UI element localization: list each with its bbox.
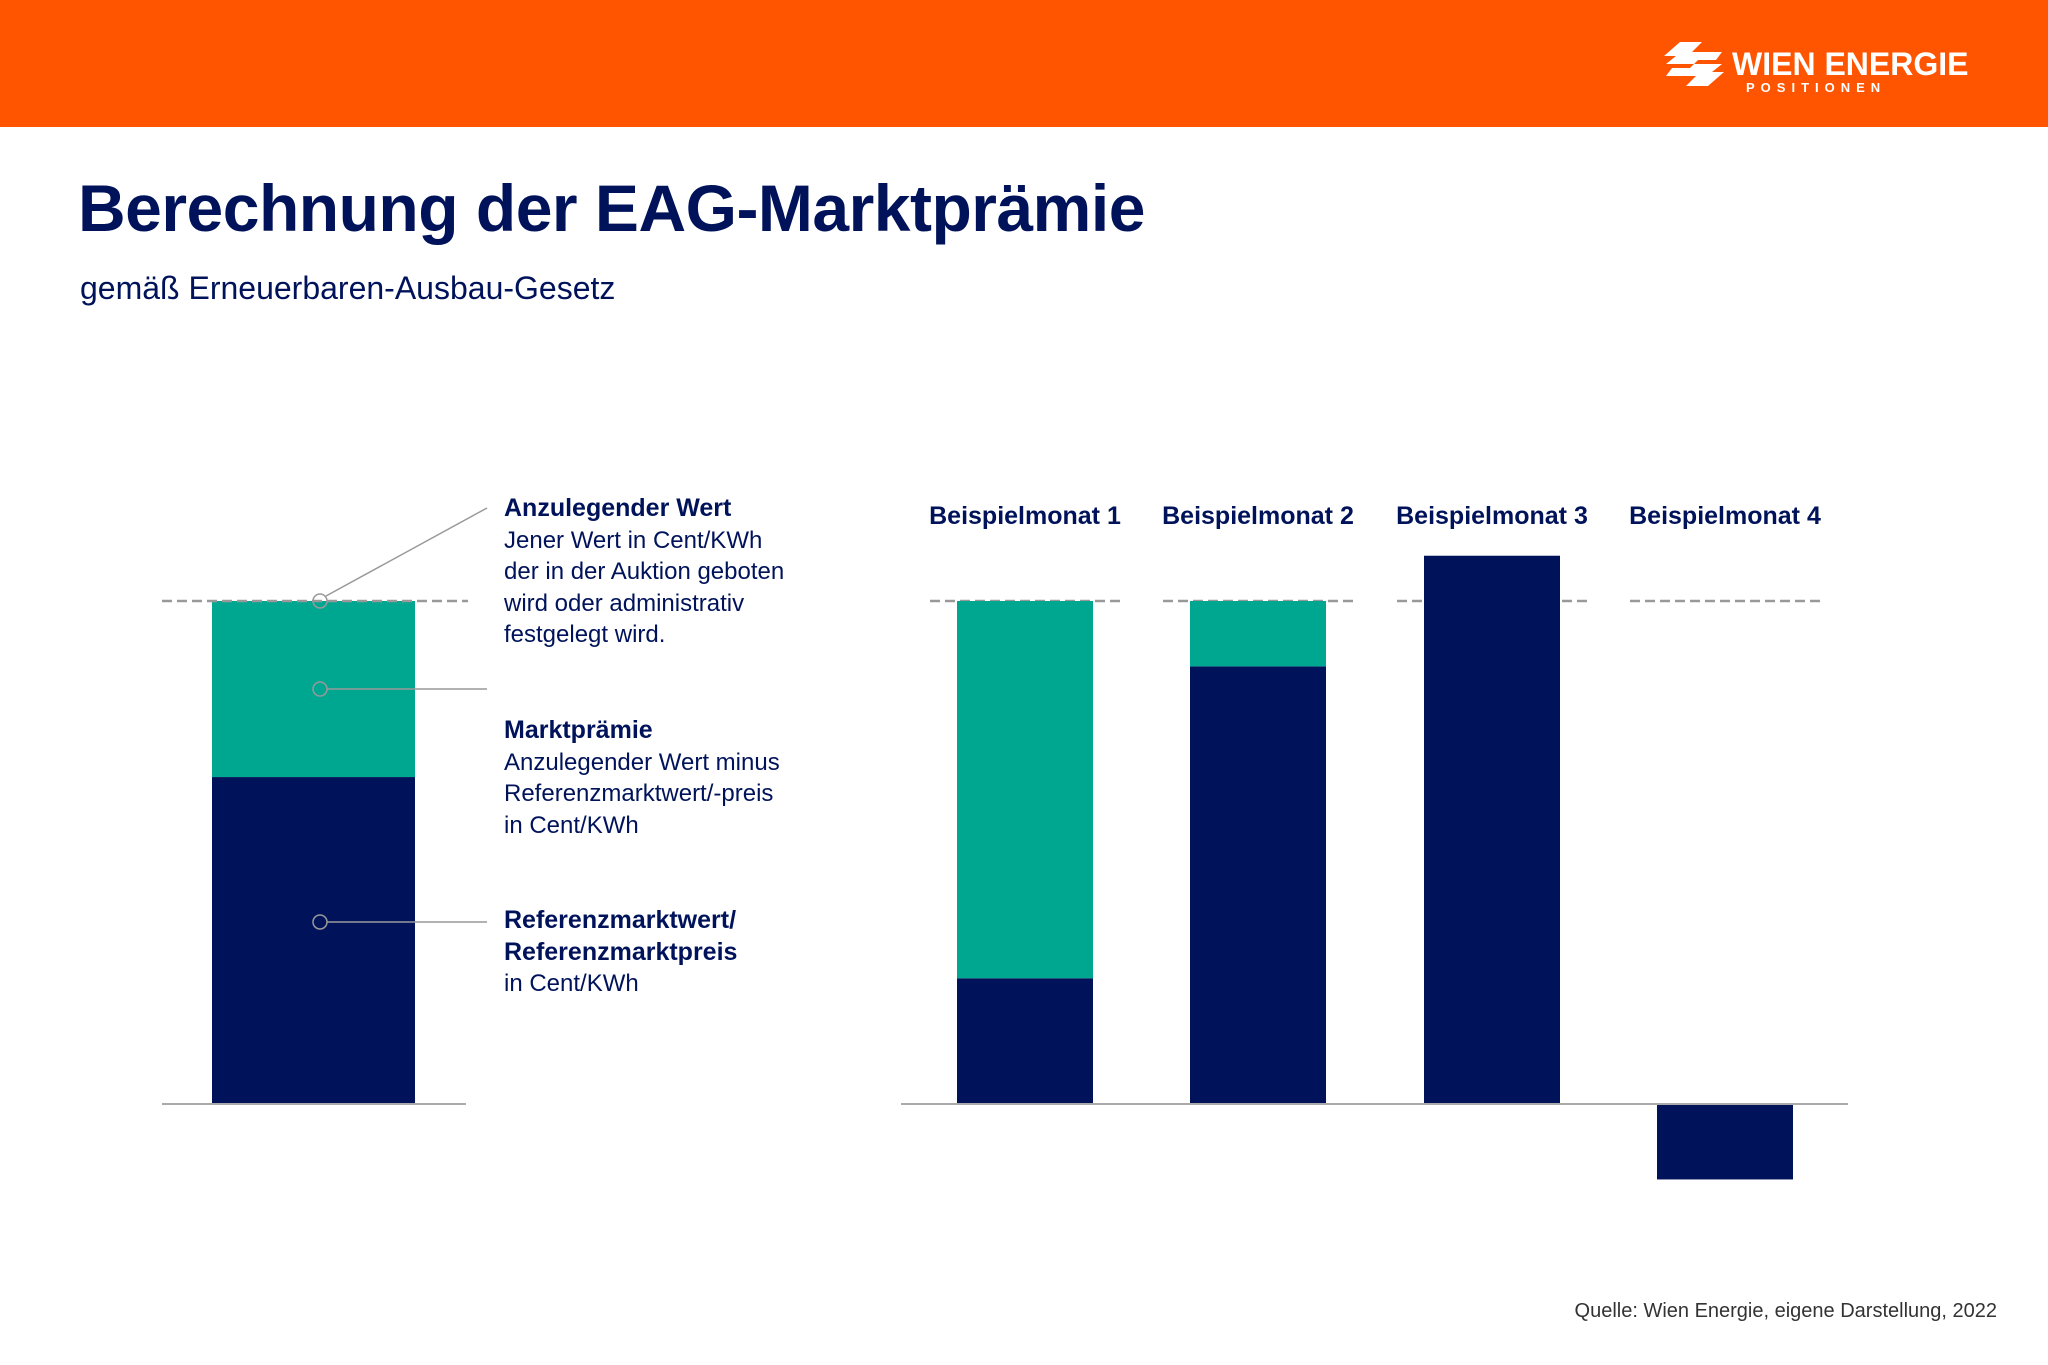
page-title: Berechnung der EAG-Marktprämie xyxy=(78,171,1145,245)
brand-subtitle: POSITIONEN xyxy=(1746,80,1887,95)
annotation-referenzmarktwert: Referenzmarktwert/ Referenzmarktpreis in… xyxy=(504,905,737,1000)
annotation-line: Anzulegender Wert minus xyxy=(504,748,780,776)
annotation-line: in Cent/KWh xyxy=(504,970,639,997)
category-label: Beispielmonat 2 xyxy=(1162,502,1354,530)
marker-circle xyxy=(312,681,328,697)
brand-logo: WIEN ENERGIE POSITIONEN xyxy=(1662,42,1972,98)
bar-referenzmarktwert xyxy=(212,777,415,1104)
brand-name: WIEN ENERGIE xyxy=(1732,46,1969,82)
marker-circle xyxy=(312,593,328,609)
annotation-marktpraemie: Marktprämie Anzulegender Wert minus Refe… xyxy=(504,715,780,841)
bar-marktpraemie xyxy=(957,601,1093,979)
bar-referenzmarktwert xyxy=(1190,666,1326,1104)
leader-line xyxy=(325,507,488,597)
annotation-line: Referenzmarktwert/-preis xyxy=(504,780,774,807)
annotation-line: Jener Wert in Cent/KWh xyxy=(504,526,763,554)
annotation-line: in Cent/KWh xyxy=(504,811,639,839)
header-bar: WIEN ENERGIE POSITIONEN xyxy=(0,0,2048,127)
annotation-line: festgelegt wird. xyxy=(504,621,666,648)
annotation-heading: Anzulegender Wert xyxy=(504,494,732,522)
annotation-line: wird oder administrativ xyxy=(504,589,745,617)
annotation-anzulegender-wert: Anzulegender Wert Jener Wert in Cent/KWh… xyxy=(504,493,784,651)
category-label: Beispielmonat 4 xyxy=(1629,502,1821,530)
annotation-line: der in der Auktion geboten xyxy=(504,558,785,585)
page-subtitle: gemäß Erneuerbaren-Ausbau-Gesetz xyxy=(80,270,616,306)
annotation-heading: Referenzmarktwert/ xyxy=(504,906,737,934)
wien-energie-logo-icon xyxy=(1664,42,1724,86)
source-note: Quelle: Wien Energie, eigene Darstellung… xyxy=(1574,1300,1997,1322)
bar-referenzmarktwert xyxy=(1657,1104,1793,1180)
category-label: Beispielmonat 1 xyxy=(929,502,1121,530)
annotation-heading: Marktprämie xyxy=(504,716,653,744)
annotation-heading: Referenzmarktpreis xyxy=(504,937,738,966)
bar-marktpraemie xyxy=(1190,601,1326,667)
marker-circle xyxy=(312,914,328,930)
bar-referenzmarktwert xyxy=(1424,555,1560,1104)
category-label: Beispielmonat 3 xyxy=(1396,502,1588,530)
bar-referenzmarktwert xyxy=(957,978,1093,1104)
